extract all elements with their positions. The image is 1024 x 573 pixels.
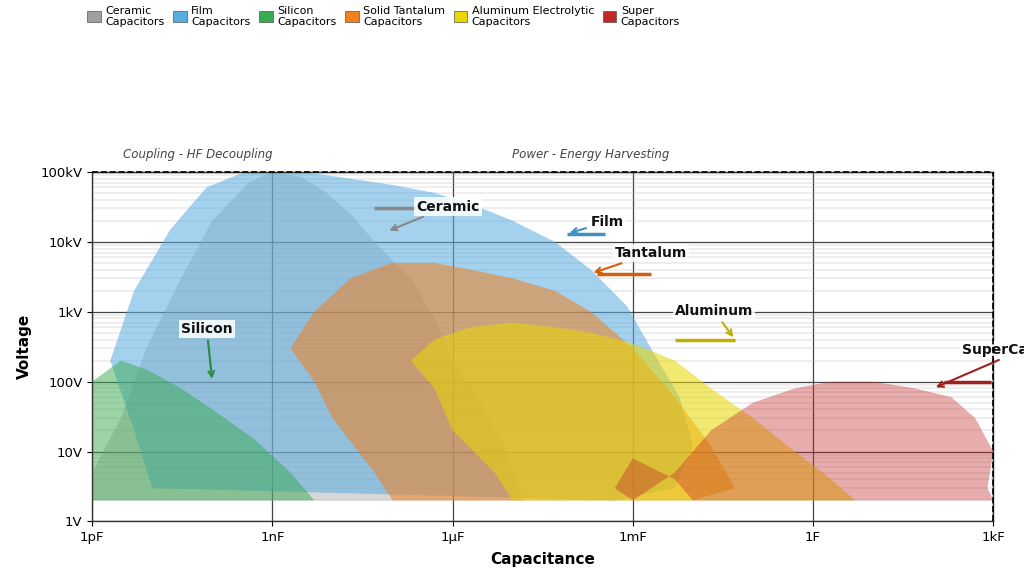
- Text: Power - Energy Harvesting: Power - Energy Harvesting: [512, 148, 670, 160]
- Polygon shape: [74, 360, 314, 500]
- Text: Ceramic: Ceramic: [391, 199, 480, 230]
- Text: SuperCapacitor: SuperCapacitor: [938, 343, 1024, 387]
- Legend: Ceramic
Capacitors, Film
Capacitors, Silicon
Capacitors, Solid Tantalum
Capacito: Ceramic Capacitors, Film Capacitors, Sil…: [87, 6, 680, 27]
- Polygon shape: [614, 382, 993, 500]
- Text: Aluminum: Aluminum: [675, 304, 754, 335]
- Text: Coupling - HF Decoupling: Coupling - HF Decoupling: [123, 148, 272, 160]
- Polygon shape: [111, 172, 693, 500]
- Text: Silicon: Silicon: [181, 322, 232, 376]
- Polygon shape: [411, 323, 855, 500]
- X-axis label: Capacitance: Capacitance: [490, 552, 595, 567]
- Polygon shape: [92, 172, 523, 500]
- Text: Film: Film: [571, 215, 624, 233]
- Polygon shape: [291, 263, 735, 500]
- Text: Tantalum: Tantalum: [596, 246, 687, 273]
- Y-axis label: Voltage: Voltage: [17, 314, 32, 379]
